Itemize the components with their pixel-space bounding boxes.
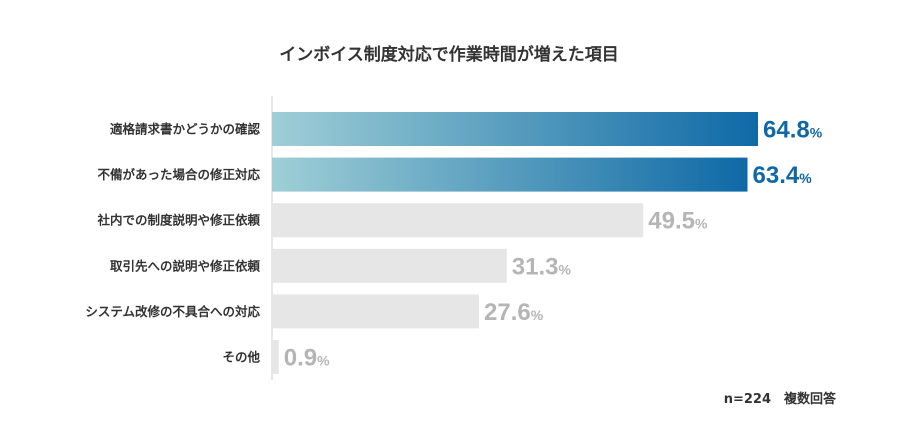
category-label: システム改修の不具合への対応 — [85, 304, 260, 319]
bar-highlighted — [272, 112, 758, 146]
data-label-value: 64.8 — [763, 117, 810, 144]
chart-title: インボイス制度対応で作業時間が増えた項目 — [279, 45, 619, 65]
data-label-unit: % — [799, 170, 812, 186]
data-label-unit: % — [317, 353, 330, 369]
data-label: 63.4% — [753, 162, 813, 189]
data-label: 27.6% — [484, 299, 544, 326]
bar — [272, 294, 479, 329]
category-label: 取引先への説明や修正依頼 — [110, 258, 261, 273]
data-label: 64.8% — [763, 117, 823, 144]
data-label-value: 31.3 — [512, 253, 559, 280]
category-label: 適格請求書かどうかの確認 — [110, 122, 261, 137]
category-label: 社内での制度説明や修正依頼 — [96, 213, 260, 228]
data-label: 31.3% — [512, 253, 572, 280]
data-label-value: 63.4 — [753, 162, 800, 189]
data-label: 0.9% — [284, 345, 330, 372]
data-label-value: 27.6 — [484, 299, 531, 326]
data-label-value: 0.9 — [284, 345, 317, 372]
data-label-value: 49.5 — [648, 208, 695, 235]
category-label: 不備があった場合の修正対応 — [97, 167, 260, 182]
bar — [272, 248, 507, 283]
bar — [272, 203, 644, 238]
data-label-unit: % — [558, 261, 571, 277]
bar-highlighted — [272, 157, 748, 192]
data-label-unit: % — [810, 125, 823, 141]
data-label-unit: % — [531, 307, 544, 323]
sample-note: n=224 複数回答 — [723, 392, 836, 407]
category-label: その他 — [222, 350, 260, 365]
data-label: 49.5% — [648, 208, 708, 235]
bar — [272, 340, 279, 374]
data-label-unit: % — [695, 216, 708, 232]
